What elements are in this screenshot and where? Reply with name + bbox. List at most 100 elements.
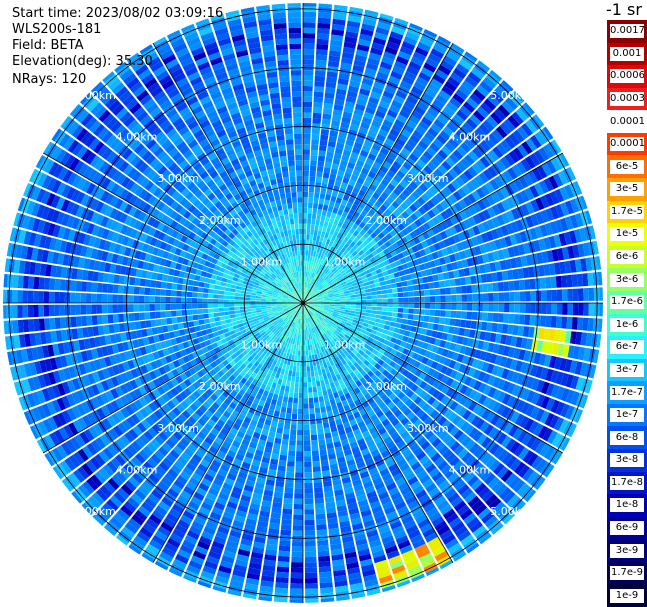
data-cell <box>342 264 348 270</box>
data-cell <box>383 174 393 183</box>
data-cell <box>588 303 595 317</box>
data-cell <box>339 204 346 211</box>
data-cell <box>531 455 543 470</box>
data-cell <box>351 279 358 284</box>
data-cell <box>551 289 558 302</box>
data-cell <box>273 491 284 498</box>
data-cell <box>341 116 351 124</box>
data-cell <box>308 303 314 304</box>
data-cell <box>378 183 387 192</box>
data-cell <box>306 295 311 300</box>
data-cell <box>303 265 305 272</box>
data-cell <box>392 267 399 273</box>
data-cell <box>344 266 350 272</box>
data-cell <box>344 101 355 109</box>
data-cell <box>327 60 340 68</box>
data-cell <box>378 337 386 344</box>
data-cell <box>459 277 467 286</box>
data-cell <box>331 332 337 339</box>
data-cell <box>508 133 521 146</box>
data-cell <box>423 374 432 383</box>
data-cell <box>303 408 309 415</box>
data-cell <box>434 193 444 203</box>
data-cell <box>396 440 406 449</box>
data-cell <box>468 367 476 378</box>
data-cell <box>392 307 399 313</box>
data-cell <box>457 448 469 460</box>
data-cell <box>419 37 434 48</box>
data-cell <box>355 103 366 112</box>
data-cell <box>452 93 465 105</box>
data-cell <box>324 378 330 385</box>
data-cell <box>503 512 517 526</box>
data-cell <box>504 153 516 166</box>
data-cell <box>354 287 360 292</box>
data-cell <box>320 134 329 141</box>
data-cell <box>363 224 370 232</box>
data-cell <box>313 303 319 305</box>
data-cell <box>393 187 402 197</box>
data-cell <box>294 355 298 361</box>
data-cell <box>317 17 331 24</box>
data-cell <box>398 303 404 308</box>
data-cell <box>432 182 443 193</box>
data-cell <box>371 299 378 303</box>
data-cell <box>517 144 529 158</box>
data-cell <box>314 370 319 377</box>
data-cell <box>370 313 377 318</box>
data-cell <box>384 410 393 418</box>
data-cell <box>352 169 361 177</box>
data-cell <box>447 542 462 555</box>
data-cell <box>477 507 491 520</box>
data-cell <box>424 350 432 359</box>
data-cell <box>303 303 308 305</box>
data-cell <box>538 327 546 340</box>
data-cell <box>476 312 483 321</box>
data-cell <box>544 193 555 207</box>
data-cell <box>377 170 386 179</box>
data-cell <box>435 94 448 105</box>
data-cell <box>386 288 393 294</box>
data-cell <box>487 342 495 353</box>
data-cell <box>294 482 303 489</box>
data-cell <box>479 331 486 341</box>
data-cell <box>145 320 152 328</box>
data-cell <box>334 255 340 262</box>
data-cell <box>494 261 502 271</box>
data-cell <box>550 276 557 289</box>
data-cell <box>298 339 302 346</box>
data-cell <box>535 379 545 393</box>
data-cell <box>336 265 343 271</box>
data-cell <box>352 349 359 355</box>
data-cell <box>401 219 410 228</box>
data-cell <box>569 214 579 229</box>
data-cell <box>297 355 301 362</box>
data-cell <box>332 18 346 26</box>
data-cell <box>355 303 362 306</box>
data-cell <box>318 317 323 322</box>
data-cell <box>508 476 522 490</box>
data-cell <box>349 310 356 314</box>
data-cell <box>343 172 352 180</box>
data-cell <box>429 309 436 316</box>
data-cell <box>310 434 318 441</box>
data-cell <box>452 67 467 80</box>
data-cell <box>446 333 454 342</box>
data-cell <box>346 134 356 142</box>
data-cell <box>307 282 311 289</box>
data-cell <box>350 300 356 303</box>
data-cell <box>305 294 310 299</box>
data-cell <box>396 55 409 66</box>
data-cell <box>484 332 492 342</box>
data-cell <box>337 275 343 280</box>
data-cell <box>429 296 436 303</box>
data-cell <box>366 295 372 300</box>
data-cell <box>304 445 311 452</box>
data-cell <box>331 241 337 248</box>
data-cell <box>304 493 314 499</box>
data-cell <box>304 503 314 510</box>
data-cell <box>466 311 473 320</box>
data-cell <box>371 349 379 356</box>
data-cell <box>353 59 366 68</box>
data-cell <box>334 202 341 209</box>
